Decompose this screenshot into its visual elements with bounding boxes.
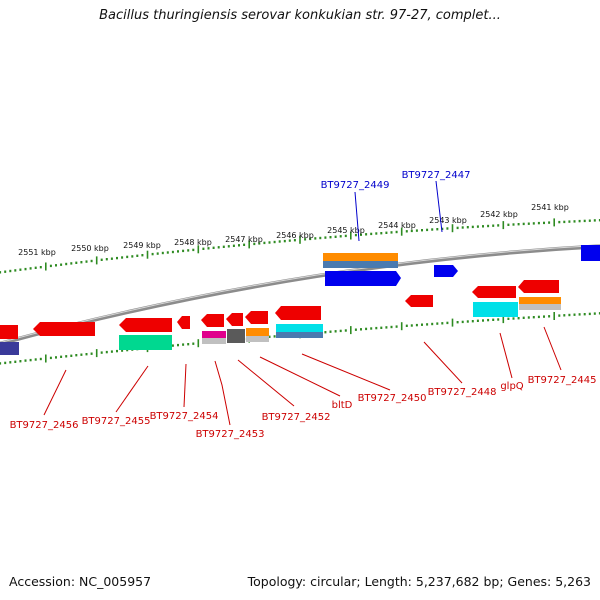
gene-label: BT9727_2453	[196, 429, 265, 440]
gene-bt9727-2453-silver[interactable]	[202, 338, 226, 344]
scale-label: 2546 kbp	[276, 231, 314, 240]
gene-label: BT9727_2450	[358, 393, 427, 404]
label-leader	[43, 369, 67, 416]
gene-label: BT9727_2454	[150, 411, 219, 422]
scale-label: 2544 kbp	[378, 221, 416, 230]
gene-bt9727-2445-orange[interactable]	[519, 297, 561, 304]
gene-edge-reverse-navy[interactable]	[0, 342, 19, 355]
scale-ticks-forward	[0, 218, 600, 274]
label-leader	[543, 326, 562, 371]
gene-bltd-steel[interactable]	[276, 332, 323, 338]
label-leader	[435, 180, 443, 233]
scale-label: 2541 kbp	[531, 203, 569, 212]
reverse-genes	[0, 280, 561, 355]
label-leader	[237, 359, 295, 407]
gene-bt9727-2452-silver[interactable]	[246, 336, 269, 342]
label-leader	[354, 191, 360, 242]
gene-label: BT9727_2449	[321, 180, 390, 191]
scale-labels: 2551 kbp 2550 kbp 2549 kbp 2548 kbp 2547…	[18, 203, 569, 257]
gene-bt9727-2449-orange[interactable]	[323, 253, 398, 261]
gene-edge-reverse[interactable]	[0, 325, 18, 339]
gene-bt9727-2448[interactable]	[405, 295, 433, 307]
gene-bt9727-2449-steel[interactable]	[323, 261, 398, 268]
gene-label: bltD	[332, 400, 353, 411]
gene-bltd[interactable]	[275, 306, 321, 320]
gene-label: glpQ	[500, 381, 523, 392]
label-leader	[183, 363, 187, 408]
label-leader	[499, 332, 513, 379]
gene-label: BT9727_2455	[82, 416, 151, 427]
gene-bt9727-2455-teal[interactable]	[119, 335, 172, 350]
gene-edge-forward[interactable]	[581, 245, 600, 261]
gene-glpq-cyan[interactable]	[473, 302, 518, 317]
gene-bt9727-2455[interactable]	[119, 318, 172, 332]
label-leader	[423, 341, 463, 384]
label-leader	[214, 360, 231, 426]
genome-summary-text: Topology: circular; Length: 5,237,682 bp…	[247, 574, 591, 589]
reverse-labels: BT9727_2456 BT9727_2455 BT9727_2454 BT97…	[10, 375, 597, 440]
gene-bt9727-2449[interactable]	[325, 271, 401, 286]
map-title: Bacillus thuringiensis serovar konkukian…	[99, 8, 501, 23]
gene-label: BT9727_2445	[528, 375, 597, 386]
gene-glpq[interactable]	[472, 286, 516, 298]
gene-bt9727-2456[interactable]	[33, 322, 95, 336]
gene-bt9727-2452-gray[interactable]	[227, 329, 245, 343]
label-leader	[115, 365, 149, 413]
gene-label: BT9727_2456	[10, 420, 79, 431]
scale-label: 2543 kbp	[429, 216, 467, 225]
gene-bt9727-2453-magenta[interactable]	[202, 331, 226, 338]
scale-label: 2542 kbp	[480, 210, 518, 219]
gene-bt9727-2445-silver[interactable]	[519, 304, 561, 310]
scale-label: 2551 kbp	[18, 248, 56, 257]
label-leader	[259, 356, 341, 397]
reverse-label-lines	[43, 326, 562, 426]
scale-label: 2545 kbp	[327, 226, 365, 235]
gene-bt9727-2447[interactable]	[434, 265, 458, 277]
gene-label: BT9727_2447	[402, 170, 471, 181]
gene-bt9727-2453[interactable]	[201, 314, 224, 327]
gene-label: BT9727_2452	[262, 412, 331, 423]
gene-bt9727-2452-a[interactable]	[226, 313, 243, 326]
gene-bt9727-2452[interactable]	[245, 311, 268, 324]
scale-label: 2547 kbp	[225, 235, 263, 244]
forward-label-lines	[354, 180, 443, 242]
accession-text: Accession: NC_005957	[9, 574, 152, 589]
forward-labels: BT9727_2449 BT9727_2447	[321, 170, 471, 191]
gene-bt9727-2454[interactable]	[177, 316, 190, 329]
forward-genes	[323, 245, 600, 286]
gene-bt9727-2445[interactable]	[518, 280, 559, 293]
label-leader	[301, 353, 391, 391]
scale-label: 2549 kbp	[123, 241, 161, 250]
gene-label: BT9727_2448	[428, 387, 497, 398]
gene-bt9727-2452-orange[interactable]	[246, 328, 269, 336]
scale-label: 2548 kbp	[174, 238, 212, 247]
gene-bltd-cyan[interactable]	[276, 324, 323, 332]
scale-label: 2550 kbp	[71, 244, 109, 253]
